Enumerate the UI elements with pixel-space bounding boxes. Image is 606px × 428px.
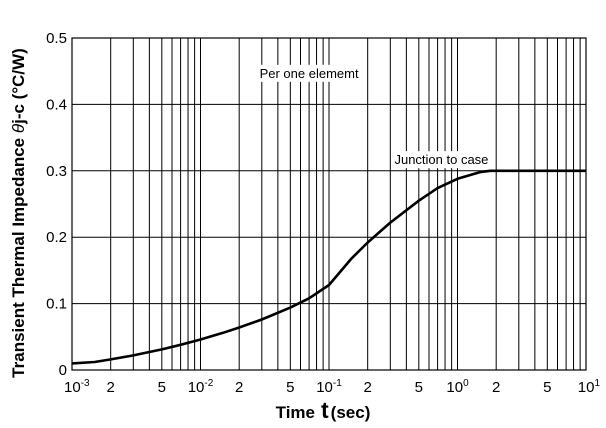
x-tick-labels: 10-3 2 5 10-2 2 5 10-1 2 5 100 2 5 101 bbox=[64, 378, 600, 396]
y-tick-label: 0 bbox=[59, 362, 67, 379]
y-axis-title: Transient Thermal Impedance θj-c (°C/W) bbox=[9, 48, 28, 378]
annotation-text: Per one elememt bbox=[260, 66, 359, 81]
annotation-background bbox=[391, 151, 492, 169]
x-tick-label: 2 bbox=[364, 379, 372, 396]
annotation-background bbox=[256, 64, 362, 82]
x-tick-label: 2 bbox=[492, 379, 500, 396]
x-axis-title: Time t (sec) bbox=[276, 397, 371, 423]
curves bbox=[71, 169, 586, 365]
x-axis-title-prefix: Time bbox=[276, 403, 315, 422]
annotation-text: Junction to case bbox=[394, 152, 488, 167]
y-axis-symbol: θ bbox=[9, 123, 28, 133]
x-tick-label: 5 bbox=[286, 379, 294, 396]
y-tick-label: 0.5 bbox=[46, 30, 67, 47]
annotation: Junction to case bbox=[391, 151, 492, 169]
annotation: Per one elememt bbox=[256, 64, 362, 82]
x-tick-label: 10-1 bbox=[316, 378, 342, 396]
x-tick-label: 2 bbox=[235, 379, 243, 396]
x-tick-label: 5 bbox=[415, 379, 423, 396]
plot-frame bbox=[71, 37, 587, 371]
y-tick-label: 0.3 bbox=[46, 163, 67, 180]
x-tick-label: 100 bbox=[446, 378, 469, 396]
vertical-grid-lines bbox=[71, 38, 581, 370]
y-tick-label: 0.2 bbox=[46, 229, 67, 246]
x-axis-symbol: t bbox=[321, 397, 329, 423]
x-tick-label: 101 bbox=[578, 378, 601, 396]
x-tick-label: 5 bbox=[543, 379, 551, 396]
y-tick-label: 0.1 bbox=[46, 296, 67, 313]
x-tick-label: 2 bbox=[107, 379, 115, 396]
annotations: Per one elememt Junction to case bbox=[256, 64, 492, 169]
y-tick-labels: 0 0.1 0.2 0.3 0.4 0.5 bbox=[46, 30, 67, 379]
y-axis-title-prefix: Transient Thermal Impedance bbox=[9, 133, 28, 378]
impedance-curve bbox=[71, 169, 586, 365]
y-tick-label: 0.4 bbox=[46, 96, 67, 113]
x-tick-label: 10-3 bbox=[64, 378, 90, 396]
x-tick-label: 10-2 bbox=[188, 378, 214, 396]
y-axis-title-suffix: j-c (°C/W) bbox=[9, 48, 28, 125]
x-tick-label: 5 bbox=[158, 379, 166, 396]
x-axis-unit: (sec) bbox=[331, 403, 371, 422]
